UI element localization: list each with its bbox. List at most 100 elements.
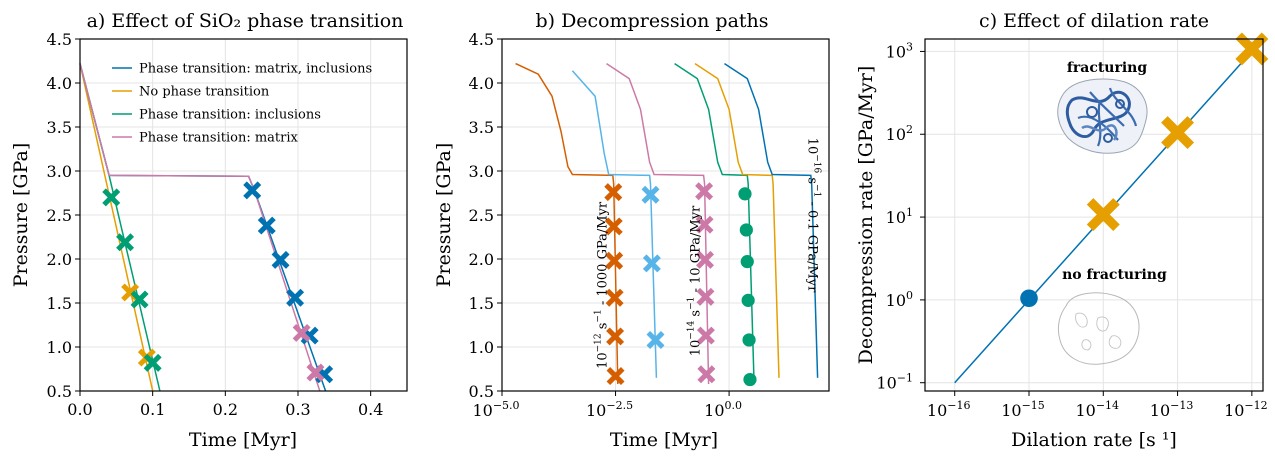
series-line (724, 62, 819, 378)
data-point-marker (605, 251, 624, 270)
y-tick-label: 2.5 (469, 206, 494, 225)
y-tick-label: 2.5 (47, 206, 72, 225)
y-tick-label: 4.0 (47, 74, 72, 93)
data-point-marker (1161, 116, 1195, 150)
data-point-marker (642, 254, 661, 273)
y-tick-label: 10−1 (876, 372, 913, 393)
panel-a-legend: Phase transition: matrix, inclusions No p… (112, 62, 372, 146)
data-point-marker (130, 290, 149, 309)
data-point-marker (243, 181, 262, 200)
y-tick-label: 4.5 (47, 30, 72, 49)
data-point-marker (697, 365, 716, 384)
x-tick-label: 0.0 (67, 400, 92, 419)
data-point-marker (695, 215, 714, 234)
series-line (79, 63, 154, 392)
panel-a-markers (102, 181, 334, 384)
data-point-marker (1086, 198, 1120, 232)
data-point-marker (292, 323, 311, 342)
x-tick-label: 10−2.5 (586, 399, 633, 420)
data-point-marker (739, 223, 753, 237)
x-tick-label: 10−12 (1224, 399, 1268, 420)
y-tick-label: 4.0 (469, 74, 494, 93)
series-line (571, 70, 658, 378)
data-point-marker (271, 250, 290, 269)
data-point-marker (742, 333, 756, 347)
region-annotation: fracturing (1067, 60, 1148, 76)
y-tick-label: 3.0 (469, 162, 494, 181)
panel-b-x-ticks: 10−5.0 10−2.5 100.0 (472, 391, 742, 420)
rate-annotation: 10−14 s−1 - 10 GPa/Myr (687, 205, 704, 356)
panel-a-title: a) Effect of SiO₂ phase transition (87, 10, 404, 32)
y-tick-label: 3.5 (469, 118, 494, 137)
panel-b-y-label: Pressure [GPa] (433, 143, 455, 287)
panel-b-annotations: 10−12 s−1 - 1000 GPa/Myr 10−14 s−1 - 10 G… (593, 138, 821, 369)
data-point-marker (743, 372, 757, 387)
data-point-marker (606, 367, 625, 386)
y-tick-label: 2.0 (47, 250, 72, 269)
panel-a-phase-transition: a) Effect of SiO₂ phase transition 0.0 0.… (10, 10, 408, 451)
y-tick-label: 2.0 (469, 250, 494, 269)
x-tick-label: 0.2 (213, 400, 238, 419)
y-tick-label: 3.0 (47, 162, 72, 181)
y-tick-label: 1.0 (47, 338, 72, 357)
no-fracturing-inset-image (1057, 292, 1140, 365)
data-point-marker (306, 363, 325, 382)
panel-c-x-label: Dilation rate [s ¹] (1011, 429, 1177, 451)
series-line (606, 62, 710, 385)
panel-a-y-label: Pressure [GPa] (10, 143, 32, 287)
x-tick-label: 10−15 (1001, 399, 1045, 420)
panel-c-annotations: fracturing no fracturing (1062, 60, 1167, 283)
data-point-marker (604, 183, 623, 202)
data-point-marker (740, 255, 754, 269)
panel-b-decompression-paths: b) Decompression paths 10−5.0 10−2.5 100.0… (433, 10, 830, 451)
panel-c-x-ticks: 10−16 10−15 10−14 10−13 10−12 (927, 391, 1268, 420)
x-tick-label: 100.0 (704, 399, 742, 420)
data-point-marker (646, 330, 665, 349)
panel-b-lines (515, 62, 819, 385)
y-tick-label: 100 (886, 289, 913, 310)
data-point-marker (696, 287, 715, 306)
data-point-marker (1020, 289, 1038, 308)
panel-b-y-ticks: 0.5 1.0 1.5 2.0 2.5 3.0 3.5 4.0 4.5 (469, 30, 502, 401)
y-tick-label: 1.5 (469, 294, 494, 313)
data-point-marker (606, 327, 625, 346)
data-point-marker (116, 233, 135, 252)
data-point-marker (605, 288, 624, 307)
y-tick-label: 0.5 (47, 382, 72, 401)
series-line (674, 62, 755, 385)
panel-b-x-label: Time [Myr] (610, 429, 718, 451)
panel-c-dilation-rate: c) Effect of dilation rate 10−16 10−15 10−… (855, 10, 1269, 451)
y-tick-label: 0.5 (469, 382, 494, 401)
x-tick-label: 10−13 (1150, 399, 1194, 420)
panel-b-title: b) Decompression paths (535, 10, 768, 32)
x-tick-label: 0.4 (358, 400, 383, 419)
panel-c-insets (1057, 78, 1148, 365)
series-line (694, 62, 780, 378)
x-tick-label: 10−14 (1075, 399, 1119, 420)
rate-annotation: 10−16 s−1 - 0.1 GPa/Myr (805, 138, 822, 293)
y-tick-label: 1.0 (469, 338, 494, 357)
data-point-marker (143, 353, 162, 372)
data-point-marker (286, 288, 305, 307)
data-point-marker (696, 326, 715, 345)
x-tick-label: 0.3 (285, 400, 310, 419)
legend-label: No phase transition (139, 85, 270, 100)
data-point-marker (102, 188, 121, 207)
rate-annotation: 10−12 s−1 - 1000 GPa/Myr (593, 201, 610, 369)
legend-label: Phase transition: matrix, inclusions (139, 62, 372, 77)
y-tick-label: 101 (886, 206, 913, 227)
data-point-marker (696, 250, 714, 269)
x-tick-label: 10−16 (927, 399, 971, 420)
panel-a-y-ticks: 0.5 1.0 1.5 2.0 2.5 3.0 3.5 4.0 4.5 (47, 30, 80, 401)
panel-a-x-ticks: 0.0 0.1 0.2 0.3 0.4 (67, 391, 383, 419)
y-tick-label: 4.5 (469, 30, 494, 49)
y-tick-label: 103 (886, 40, 913, 61)
data-point-marker (695, 182, 714, 201)
legend-label: Phase transition: inclusions (139, 108, 321, 123)
panel-c-markers (1020, 32, 1269, 308)
y-tick-label: 102 (886, 123, 913, 144)
y-tick-label: 3.5 (47, 118, 72, 137)
panel-c-y-label: Decompression rate [GPa/Myr] (855, 66, 877, 365)
series-line (515, 62, 619, 385)
